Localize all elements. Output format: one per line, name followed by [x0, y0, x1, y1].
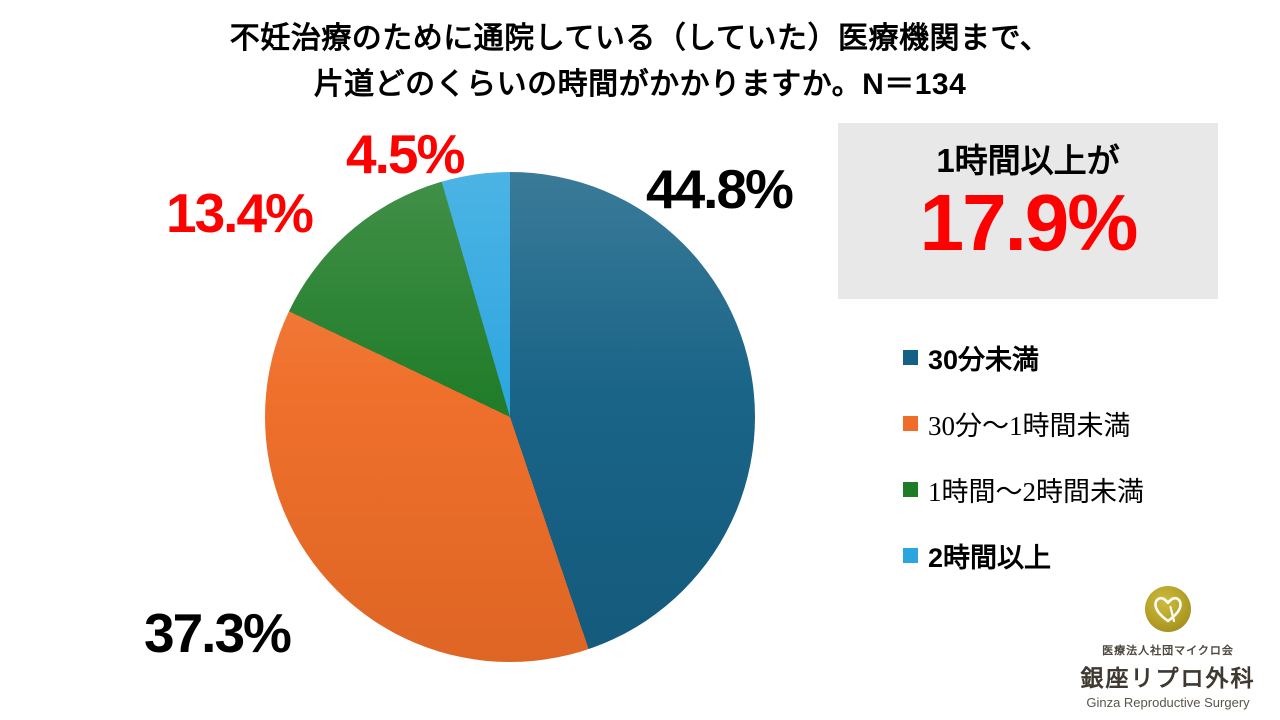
callout-box: 1時間以上が 17.9%: [838, 123, 1218, 299]
legend-label: 1時間～2時間未満: [928, 476, 1144, 507]
callout-value: 17.9%: [919, 177, 1139, 267]
pie-chart: [265, 172, 755, 662]
logo-clinic-name: 銀座リプロ外科: [1080, 665, 1256, 691]
legend-item-over-2h: 2時間以上: [903, 539, 1144, 573]
legend-swatch-icon: [903, 415, 918, 431]
logo-english-name: Ginza Reproductive Surgery: [1086, 695, 1250, 710]
legend-swatch-icon: [903, 547, 918, 563]
legend-item-1h-to-2h: 1時間～2時間未満: [903, 473, 1144, 507]
pie-label-1h-to-2h: 13.4%: [166, 182, 314, 244]
chart-title-line1: 不妊治療のために通院している（していた）医療機関まで、: [229, 22, 1051, 55]
legend-swatch-icon: [903, 481, 918, 497]
legend-label: 2時間以上: [928, 542, 1052, 573]
legend-label: 30分未満: [928, 344, 1040, 375]
logo-org-line: 医療法人社団マイクロ会: [1102, 645, 1234, 657]
heart-monogram-icon: [1145, 586, 1191, 632]
legend: 30分未満 30分～1時間未満 1時間～2時間未満 2時間以上: [903, 341, 1144, 605]
chart-title-line2: 片道どのくらいの時間がかかりますか。N＝134: [313, 68, 967, 101]
legend-swatch-icon: [903, 349, 918, 365]
legend-item-30min-to-1h: 30分～1時間未満: [903, 407, 1144, 441]
callout-heading: 1時間以上が: [936, 142, 1120, 179]
pie-label-over-2h: 4.5%: [346, 123, 465, 185]
clinic-logo: 医療法人社団マイクロ会 銀座リプロ外科 Ginza Reproductive S…: [1068, 585, 1268, 710]
legend-item-under-30min: 30分未満: [903, 341, 1144, 375]
pie-label-30min-to-1h: 37.3%: [144, 602, 292, 664]
chart-title: 不妊治療のために通院している（していた）医療機関まで、 片道どのくらいの時間がか…: [0, 16, 1280, 108]
legend-label: 30分～1時間未満: [928, 410, 1131, 441]
pie-label-under-30min: 44.8%: [646, 158, 794, 220]
